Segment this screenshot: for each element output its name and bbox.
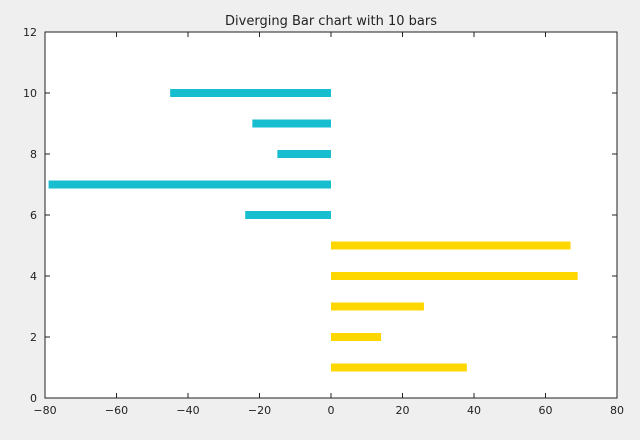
x-tick-label: 80 xyxy=(610,404,624,417)
bar-3 xyxy=(331,302,424,311)
y-tick-label: 12 xyxy=(23,26,37,39)
bar-10 xyxy=(170,89,331,97)
x-tick-label: −40 xyxy=(176,404,199,417)
x-tick-label: 20 xyxy=(396,404,410,417)
x-tick-label: 40 xyxy=(467,404,481,417)
bar-1 xyxy=(331,363,467,372)
x-tick-label: −60 xyxy=(105,404,128,417)
x-tick-label: 60 xyxy=(539,404,553,417)
bar-5 xyxy=(331,241,571,250)
bar-2 xyxy=(331,333,382,341)
y-tick-label: 4 xyxy=(30,270,37,283)
y-tick-label: 2 xyxy=(30,331,37,344)
chart-title: Diverging Bar chart with 10 bars xyxy=(225,14,437,29)
bars-group xyxy=(48,89,578,372)
x-tick-label: −80 xyxy=(33,404,56,417)
y-tick-label: 6 xyxy=(30,209,37,222)
bar-8 xyxy=(277,150,331,158)
bar-7 xyxy=(48,180,331,189)
bar-9 xyxy=(252,119,331,128)
y-axis-ticks: 0 2 4 6 8 10 12 xyxy=(23,26,617,405)
y-tick-label: 8 xyxy=(30,148,37,161)
x-tick-label: 0 xyxy=(328,404,335,417)
y-tick-label: 0 xyxy=(30,392,37,405)
y-tick-label: 10 xyxy=(23,87,37,100)
x-axis-ticks: −80 −60 −40 −20 0 20 40 60 80 xyxy=(33,32,624,417)
bar-6 xyxy=(245,211,331,219)
x-tick-label: −20 xyxy=(248,404,271,417)
bar-4 xyxy=(331,272,578,280)
